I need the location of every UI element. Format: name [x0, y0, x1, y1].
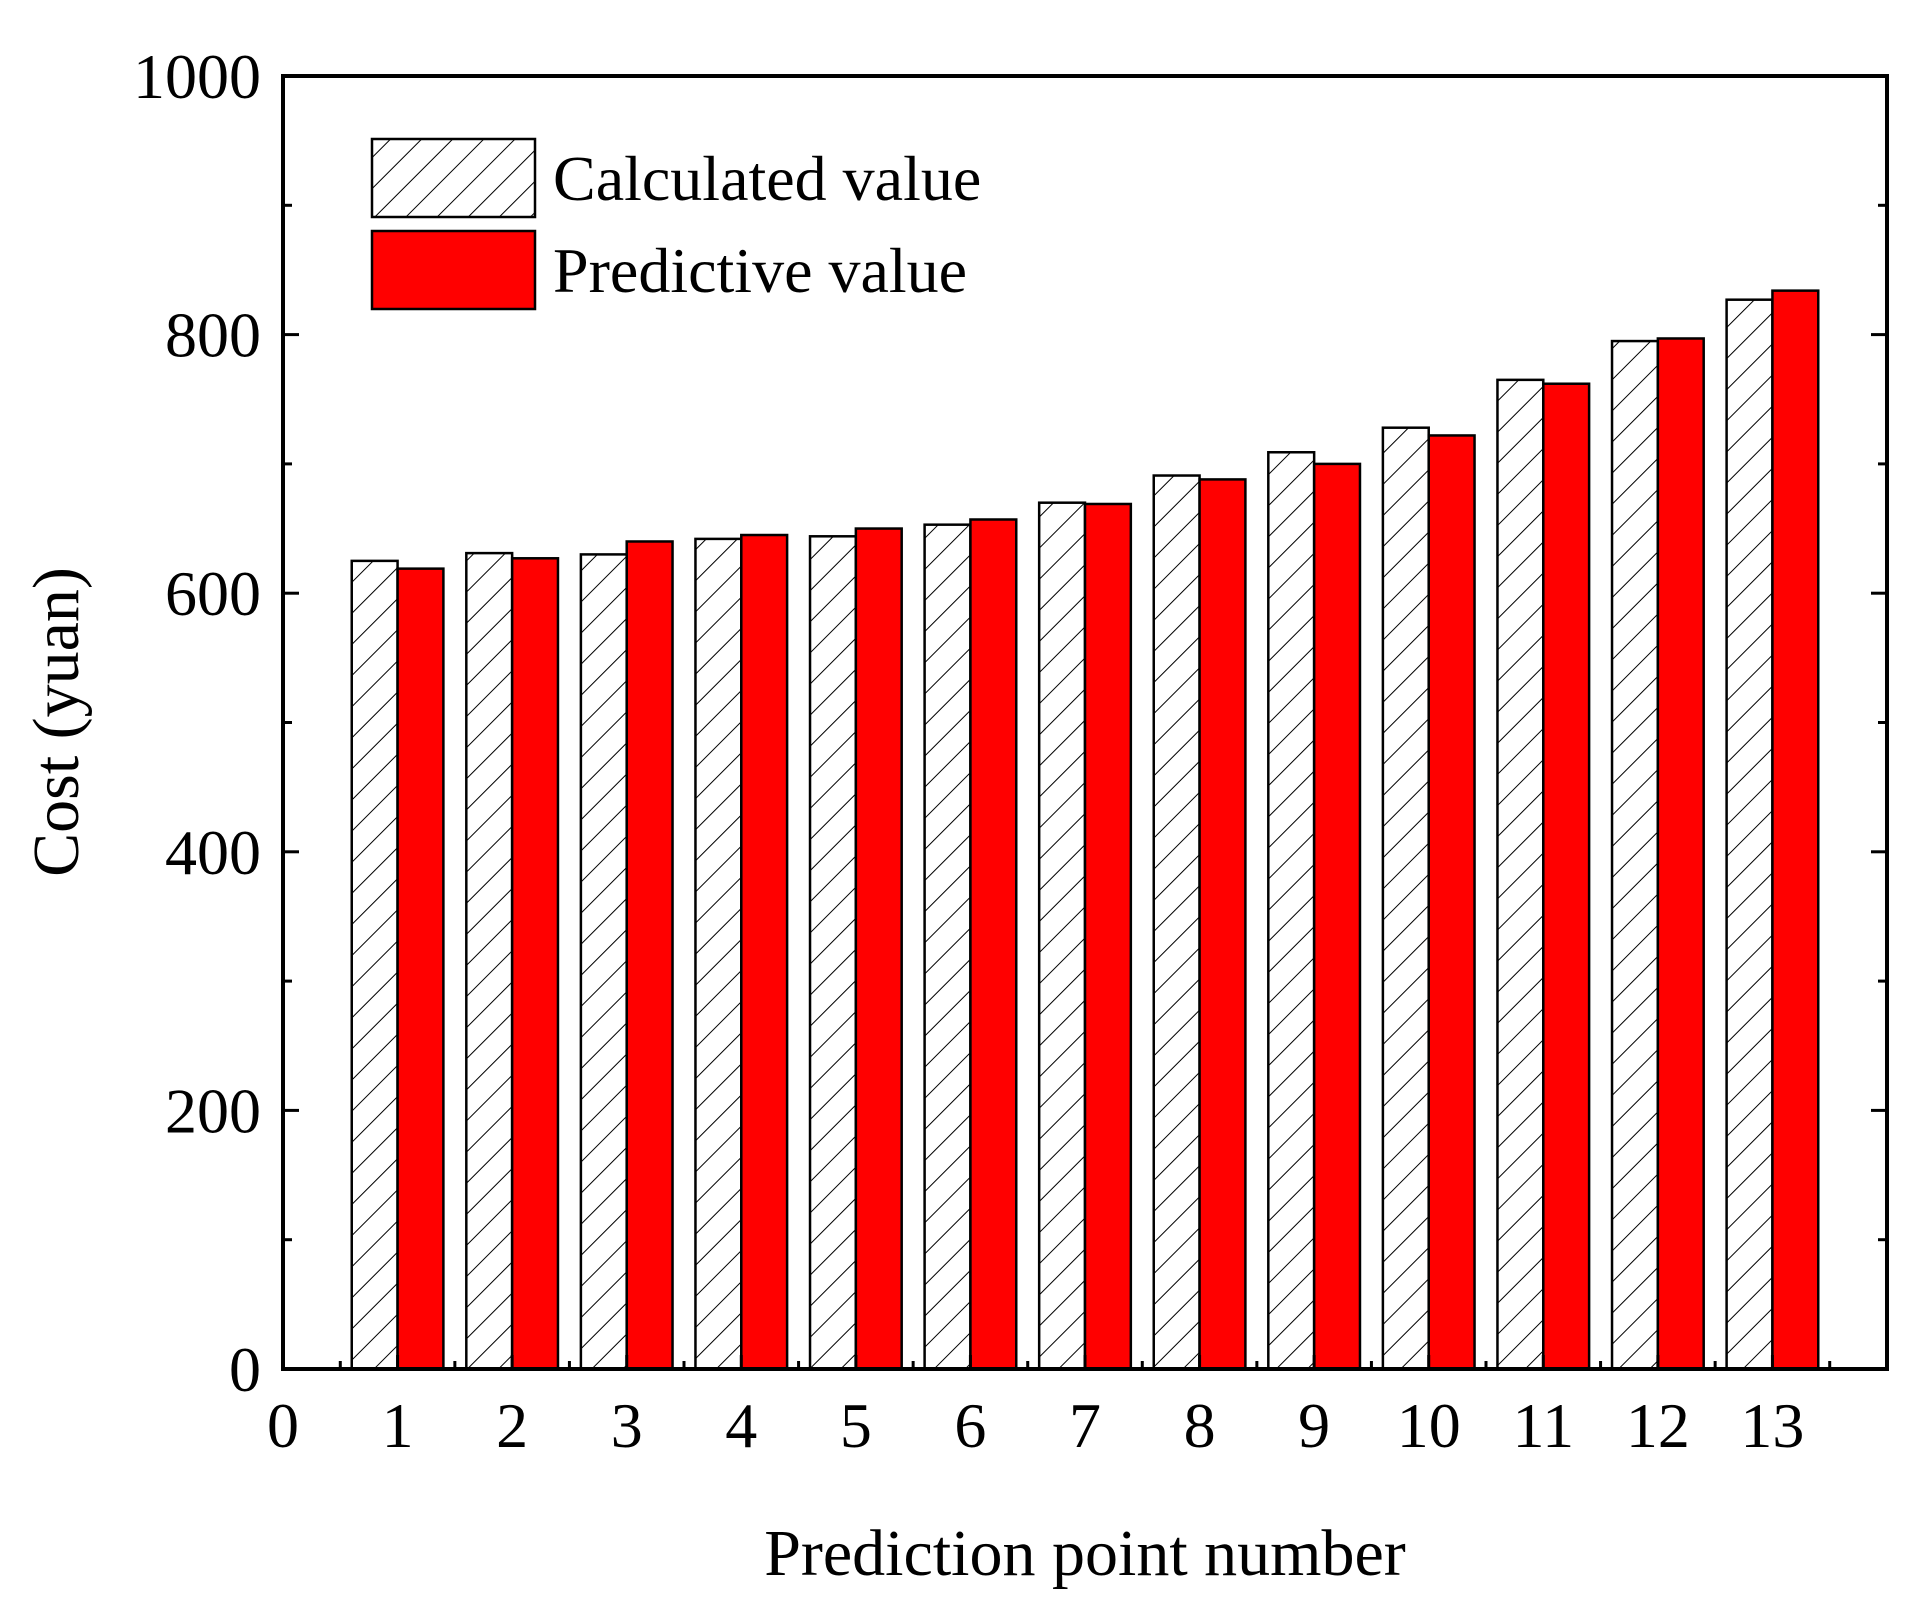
- legend-swatch-calculated: [370, 137, 537, 219]
- bar-calculated-9: [1267, 451, 1316, 1371]
- x-tick-label-0: 0: [267, 1390, 299, 1461]
- bar-calculated-13: [1725, 298, 1774, 1371]
- x-tick-label-3: 3: [611, 1390, 643, 1461]
- bar-predictive-13: [1771, 289, 1820, 1371]
- bar-calculated-2: [465, 551, 514, 1371]
- legend-swatch-predictive: [370, 229, 537, 311]
- bar-calculated-11: [1496, 378, 1545, 1371]
- bar-predictive-12: [1656, 337, 1705, 1371]
- bar-predictive-3: [625, 540, 674, 1371]
- y-tick-labels: 0 200 400 600 800 1000: [133, 41, 261, 1405]
- legend: Calculated value Predictive value: [370, 137, 981, 311]
- y-tick-label-1000: 1000: [133, 41, 261, 112]
- bar-calculated-5: [808, 535, 858, 1371]
- bar-predictive-7: [1083, 502, 1133, 1371]
- bar-predictive-9: [1312, 462, 1362, 1371]
- bar-predictive-8: [1198, 478, 1247, 1371]
- x-tick-label-12: 12: [1626, 1390, 1690, 1461]
- bar-predictive-6: [969, 518, 1018, 1371]
- y-tick-label-200: 200: [165, 1075, 261, 1146]
- y-tick-label-800: 800: [165, 300, 261, 371]
- x-tick-label-13: 13: [1740, 1390, 1804, 1461]
- x-tick-label-5: 5: [840, 1390, 872, 1461]
- x-tick-label-2: 2: [496, 1390, 528, 1461]
- bar-calculated-10: [1381, 426, 1430, 1371]
- bar-predictive-10: [1427, 434, 1476, 1371]
- x-tick-label-10: 10: [1397, 1390, 1461, 1461]
- legend-label-calculated: Calculated value: [553, 143, 981, 214]
- x-tick-label-4: 4: [725, 1390, 757, 1461]
- x-tick-label-9: 9: [1298, 1390, 1330, 1461]
- bar-calculated-4: [694, 537, 743, 1371]
- bar-predictive-1: [396, 567, 445, 1371]
- x-tick-label-8: 8: [1184, 1390, 1216, 1461]
- bar-calculated-12: [1610, 339, 1660, 1371]
- legend-label-predictive: Predictive value: [553, 235, 967, 306]
- bar-calculated-3: [579, 553, 628, 1371]
- y-tick-label-600: 600: [165, 558, 261, 629]
- bar-predictive-2: [510, 557, 560, 1371]
- bar-predictive-5: [854, 527, 903, 1371]
- bar-calculated-1: [350, 559, 399, 1371]
- y-tick-label-400: 400: [165, 817, 261, 888]
- bar-calculated-6: [923, 523, 972, 1371]
- bar-predictive-4: [740, 533, 789, 1371]
- x-tick-label-6: 6: [954, 1390, 986, 1461]
- ticks-layer: [281, 74, 1889, 1371]
- bars-layer: [350, 289, 1820, 1371]
- bar-calculated-7: [1037, 501, 1087, 1371]
- x-tick-label-1: 1: [382, 1390, 414, 1461]
- y-tick-label-0: 0: [229, 1334, 261, 1405]
- x-tick-label-7: 7: [1069, 1390, 1101, 1461]
- y-axis-title: Cost (yuan): [20, 567, 93, 877]
- bar-calculated-8: [1152, 474, 1201, 1371]
- x-tick-labels: 0 1 2 3 4 5 6 7 8 9 10 11 12 13: [267, 1390, 1804, 1461]
- x-axis-title: Prediction point number: [764, 1517, 1406, 1590]
- x-tick-label-11: 11: [1512, 1390, 1574, 1461]
- bar-predictive-11: [1542, 382, 1591, 1371]
